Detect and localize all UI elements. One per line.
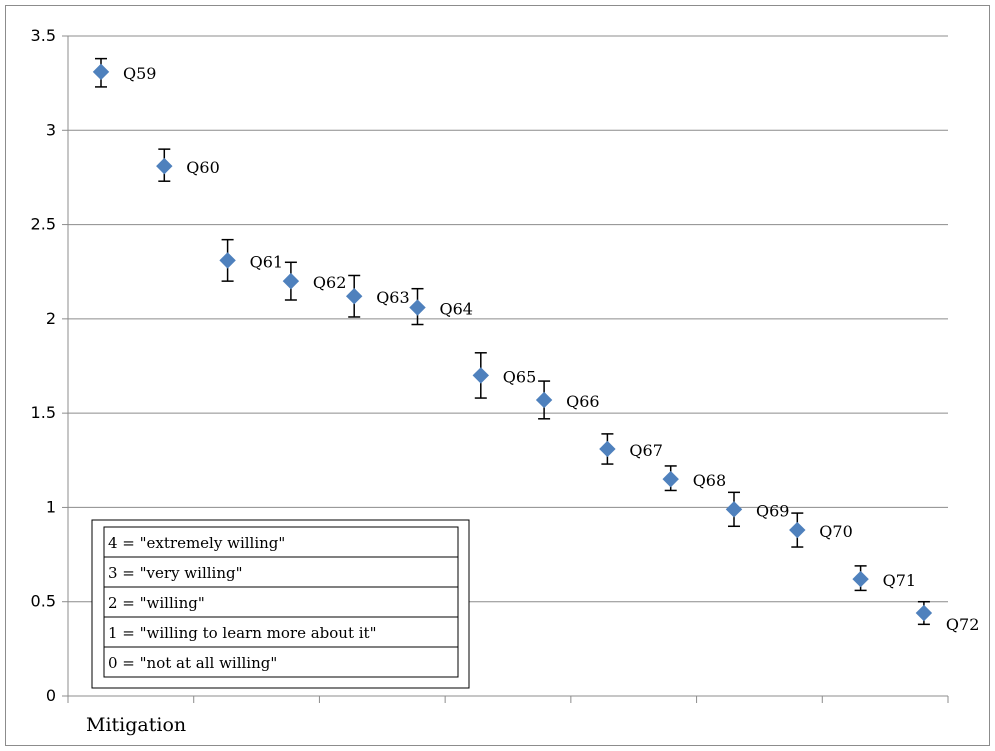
y-tick-label: 3 — [46, 120, 56, 139]
y-tick-label: 0 — [46, 686, 56, 705]
data-point-marker — [282, 272, 300, 290]
y-tick-label: 1.5 — [31, 403, 56, 422]
data-point-marker — [92, 63, 110, 81]
data-point-label: Q64 — [440, 300, 473, 319]
legend-cell — [103, 646, 459, 678]
y-tick-label: 2.5 — [31, 215, 56, 234]
y-tick-label: 1 — [46, 497, 56, 516]
data-point-marker — [535, 391, 553, 409]
data-point-marker — [662, 470, 679, 488]
data-point-label: Q59 — [123, 64, 156, 83]
legend-entry: 4 = "extremely willing" — [108, 534, 285, 552]
data-point-marker — [725, 501, 743, 518]
point-labels: Q59 Q60 Q61 Q62 Q63 Q64 Q65 Q66 Q67 Q68 Q69 Q70 Q71 Q… — [123, 64, 979, 634]
y-tick-label: 3.5 — [31, 26, 56, 45]
data-point-marker — [345, 288, 363, 305]
data-point-marker — [219, 252, 236, 269]
data-point-label: Q71 — [883, 571, 916, 590]
data-point-label: Q67 — [629, 441, 662, 460]
y-tick-label: 2 — [46, 309, 56, 328]
data-point-marker — [599, 440, 616, 458]
axes — [62, 35, 948, 697]
legend-entry: 3 = "very willing" — [108, 564, 243, 582]
data-point-label: Q70 — [819, 522, 852, 541]
legend-entry: 2 = "willing" — [108, 594, 205, 612]
data-point-label: Q61 — [250, 252, 283, 271]
data-point-label: Q72 — [946, 615, 979, 634]
legend-entry: 1 = "willing to learn more about it" — [108, 624, 376, 642]
data-point-marker — [472, 367, 490, 384]
legend-entry: 0 = "not at all willing" — [108, 654, 277, 672]
data-point-label: Q69 — [756, 501, 789, 520]
data-point-marker — [852, 570, 869, 588]
x-tick-marks — [67, 696, 949, 703]
data-point-label: Q65 — [503, 367, 536, 386]
data-point-label: Q63 — [376, 288, 409, 307]
data-point-marker — [915, 604, 933, 622]
legend-outer-border — [91, 519, 470, 689]
gridlines — [68, 35, 948, 603]
y-tick-label: 0.5 — [31, 592, 56, 611]
data-point-label: Q68 — [693, 471, 726, 490]
data-point-label: Q60 — [186, 158, 219, 177]
data-point-marker — [156, 157, 173, 175]
y-tick-labels: 0 0.5 1 1.5 2 2.5 3 3.5 — [31, 26, 56, 705]
data-point-label: Q62 — [313, 273, 346, 292]
x-axis-label: Mitigation — [86, 714, 186, 736]
legend-box: 4 = "extremely willing" 3 = "very willing… — [91, 519, 470, 689]
data-point-label: Q66 — [566, 392, 599, 411]
data-markers — [92, 63, 933, 622]
data-point-marker — [409, 299, 426, 316]
data-point-marker — [789, 521, 806, 539]
